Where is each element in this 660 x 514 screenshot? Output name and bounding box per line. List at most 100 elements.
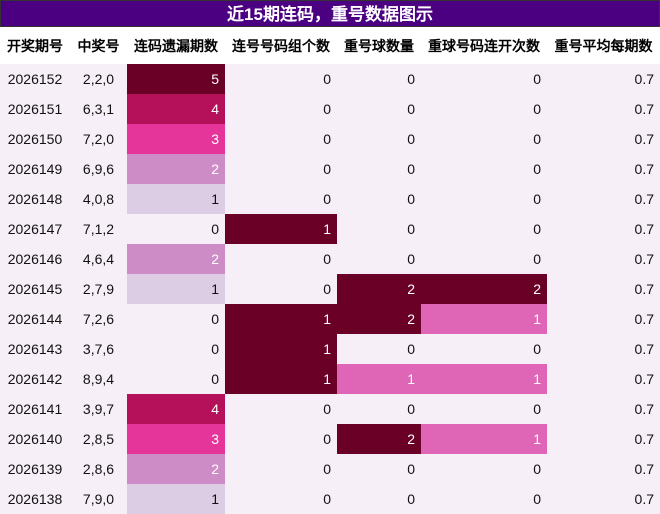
cell: 2026152	[0, 64, 70, 94]
table-row: 2026149 6,9,6 2 0 0 0 0.7	[0, 154, 660, 184]
cell: 0	[421, 184, 547, 214]
cell: 3,7,6	[70, 334, 127, 364]
cell: 7,2,0	[70, 124, 127, 154]
cell: 0.7	[547, 64, 660, 94]
cell: 1	[225, 334, 337, 364]
cell: 2026138	[0, 484, 70, 514]
cell: 0	[225, 484, 337, 514]
cell: 0	[225, 64, 337, 94]
cell: 2026148	[0, 184, 70, 214]
cell: 0	[337, 484, 421, 514]
column-header: 重球号码连开次数	[421, 27, 547, 64]
cell: 1	[127, 184, 225, 214]
cell: 0	[421, 454, 547, 484]
cell: 2026143	[0, 334, 70, 364]
cell: 0	[225, 184, 337, 214]
cell: 3,9,7	[70, 394, 127, 424]
cell: 0.7	[547, 274, 660, 304]
cell: 1	[421, 364, 547, 394]
cell: 7,1,2	[70, 214, 127, 244]
column-header: 重号球数量	[337, 27, 421, 64]
cell: 0	[337, 124, 421, 154]
cell: 2026142	[0, 364, 70, 394]
cell: 2,7,9	[70, 274, 127, 304]
table-row: 2026139 2,8,6 2 0 0 0 0.7	[0, 454, 660, 484]
cell: 0	[421, 94, 547, 124]
cell: 0	[225, 94, 337, 124]
cell: 0	[421, 484, 547, 514]
cell: 0	[421, 244, 547, 274]
cell: 0.7	[547, 394, 660, 424]
cell: 0	[337, 454, 421, 484]
cell: 2026141	[0, 394, 70, 424]
cell: 0	[421, 64, 547, 94]
cell: 4,0,8	[70, 184, 127, 214]
cell: 2026140	[0, 424, 70, 454]
cell: 0.7	[547, 184, 660, 214]
table-row: 2026144 7,2,6 0 1 2 1 0.7	[0, 304, 660, 334]
cell: 2026146	[0, 244, 70, 274]
cell: 0	[337, 94, 421, 124]
cell: 0.7	[547, 424, 660, 454]
cell: 2	[127, 244, 225, 274]
cell: 0.7	[547, 364, 660, 394]
table-row: 2026152 2,2,0 5 0 0 0 0.7	[0, 64, 660, 94]
column-header: 中奖号	[70, 27, 127, 64]
cell: 1	[421, 424, 547, 454]
cell: 4,6,4	[70, 244, 127, 274]
cell: 0.7	[547, 454, 660, 484]
cell: 0	[225, 394, 337, 424]
cell: 7,9,0	[70, 484, 127, 514]
cell: 0.7	[547, 94, 660, 124]
cell: 2	[127, 154, 225, 184]
cell: 0	[337, 64, 421, 94]
table-row: 2026143 3,7,6 0 1 0 0 0.7	[0, 334, 660, 364]
cell: 1	[337, 364, 421, 394]
cell: 0	[225, 274, 337, 304]
cell: 7,2,6	[70, 304, 127, 334]
cell: 2026144	[0, 304, 70, 334]
cell: 1	[127, 274, 225, 304]
table-row: 2026140 2,8,5 3 0 2 1 0.7	[0, 424, 660, 454]
cell: 2	[421, 274, 547, 304]
cell: 3	[127, 124, 225, 154]
cell: 0.7	[547, 484, 660, 514]
cell: 0	[225, 154, 337, 184]
cell: 0	[421, 214, 547, 244]
cell: 0	[127, 364, 225, 394]
cell: 0.7	[547, 214, 660, 244]
cell: 2026139	[0, 454, 70, 484]
cell: 2026151	[0, 94, 70, 124]
table-row: 2026146 4,6,4 2 0 0 0 0.7	[0, 244, 660, 274]
cell: 0	[225, 424, 337, 454]
cell: 2026147	[0, 214, 70, 244]
cell: 2	[337, 304, 421, 334]
cell: 0.7	[547, 334, 660, 364]
table-body: 2026152 2,2,0 5 0 0 0 0.7 2026151 6,3,1 4 0 0 0 0.7 20…	[0, 64, 660, 514]
cell: 0	[421, 154, 547, 184]
cell: 3	[127, 424, 225, 454]
cell: 2,8,5	[70, 424, 127, 454]
cell: 0	[337, 214, 421, 244]
cell: 1	[421, 304, 547, 334]
title: 近15期连码，重号数据图示	[0, 0, 660, 27]
cell: 2	[127, 454, 225, 484]
cell: 0	[421, 124, 547, 154]
column-header: 开奖期号	[0, 27, 70, 64]
cell: 0	[127, 304, 225, 334]
cell: 0	[225, 244, 337, 274]
header-row: 开奖期号 中奖号 连码遗漏期数 连号号码组个数 重号球数量 重球号码连开次数 重号平均每期数	[0, 27, 660, 64]
cell: 5	[127, 64, 225, 94]
cell: 1	[225, 364, 337, 394]
cell: 0	[337, 244, 421, 274]
column-header: 重号平均每期数	[547, 27, 660, 64]
cell: 0.7	[547, 154, 660, 184]
cell: 0.7	[547, 244, 660, 274]
column-header: 连码遗漏期数	[127, 27, 225, 64]
cell: 0	[337, 394, 421, 424]
cell: 1	[225, 214, 337, 244]
cell: 1	[127, 484, 225, 514]
cell: 2026149	[0, 154, 70, 184]
cell: 0.7	[547, 304, 660, 334]
